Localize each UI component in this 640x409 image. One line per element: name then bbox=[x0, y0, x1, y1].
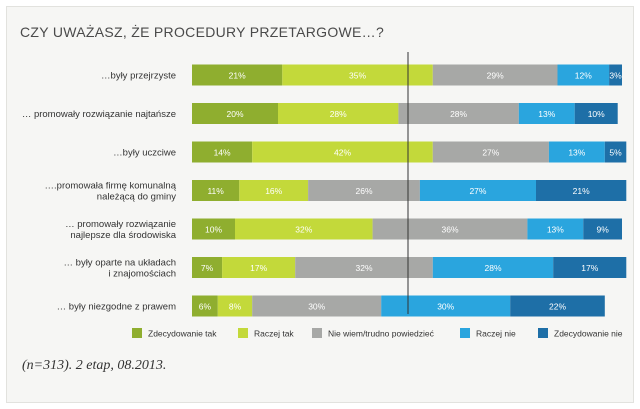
bar-segment bbox=[381, 295, 511, 317]
source-note: (n=313). 2 etap, 08.2013. bbox=[22, 358, 167, 373]
bar-segment bbox=[604, 141, 627, 163]
bar-value-label: 32% bbox=[295, 225, 312, 235]
legend-label: Zdecydowanie tak bbox=[148, 329, 217, 339]
legend-label: Raczej tak bbox=[254, 329, 294, 339]
bar-segment bbox=[239, 180, 309, 201]
category-label: … były niezgodne z prawem bbox=[57, 302, 176, 313]
bar-segment bbox=[518, 103, 575, 124]
category-label: … były oparte na układach bbox=[64, 258, 176, 269]
bar-value-label: 27% bbox=[482, 148, 499, 158]
bar-value-label: 27% bbox=[469, 186, 486, 196]
bar-value-label: 35% bbox=[349, 71, 366, 81]
category-label: ….promowała firmę komunalną bbox=[45, 181, 177, 192]
bar-segment bbox=[583, 218, 622, 240]
bar-value-label: 22% bbox=[549, 302, 566, 312]
bar-segment bbox=[192, 64, 283, 86]
legend: Zdecydowanie tak Raczej tak Nie wiem/trudn… bbox=[132, 328, 623, 339]
bar-value-label: 26% bbox=[355, 186, 372, 196]
bar-segment bbox=[192, 257, 223, 278]
bar-value-label: 16% bbox=[265, 186, 282, 196]
category-label: … promowały rozwiązanie bbox=[65, 219, 176, 230]
bar-value-label: 13% bbox=[547, 225, 564, 235]
bar-segment bbox=[235, 218, 373, 240]
bar-segment bbox=[398, 103, 519, 124]
legend-swatch bbox=[132, 328, 142, 338]
bar-value-label: 20% bbox=[226, 109, 243, 119]
chart-title: CZY UWAŻASZ, ŻE PROCEDURY PRZETARGOWE…? bbox=[20, 24, 385, 40]
legend-swatch bbox=[312, 328, 322, 338]
legend-label: Zdecydowanie nie bbox=[554, 329, 623, 339]
bar-segment bbox=[557, 64, 610, 86]
category-label: … promowały rozwiązanie najtańsze bbox=[22, 109, 176, 120]
bar-segment bbox=[278, 103, 399, 124]
bar-segment bbox=[252, 295, 382, 317]
bar-value-label: 28% bbox=[450, 109, 467, 119]
bar-segment bbox=[432, 64, 558, 86]
bar-value-label: 13% bbox=[568, 148, 585, 158]
bar-value-label: 21% bbox=[573, 186, 590, 196]
bar-value-label: 8% bbox=[229, 302, 242, 312]
bar-segment bbox=[419, 180, 536, 201]
bar-value-label: 12% bbox=[575, 71, 592, 81]
bar-value-label: 7% bbox=[201, 263, 214, 273]
bar-segment bbox=[609, 64, 622, 86]
bar-segment bbox=[432, 257, 554, 278]
bar-value-label: 36% bbox=[441, 225, 458, 235]
bar-segment bbox=[282, 64, 433, 86]
bar-value-label: 30% bbox=[437, 302, 454, 312]
bar-value-label: 17% bbox=[250, 263, 267, 273]
bar-segment bbox=[548, 141, 605, 163]
bar-value-label: 29% bbox=[487, 71, 504, 81]
bar-segment bbox=[192, 295, 218, 317]
bar-value-label: 28% bbox=[484, 263, 501, 273]
bar-segment bbox=[510, 295, 605, 317]
bar-value-label: 10% bbox=[205, 225, 222, 235]
bar-segment bbox=[217, 295, 253, 317]
bar-segment bbox=[536, 180, 627, 201]
bar-segment bbox=[192, 141, 253, 163]
legend-swatch bbox=[538, 328, 548, 338]
bar-segment bbox=[192, 103, 278, 124]
bar-segment bbox=[192, 218, 235, 240]
bar-value-label: 17% bbox=[581, 263, 598, 273]
bar-value-label: 14% bbox=[214, 148, 231, 158]
bar-value-label: 10% bbox=[588, 109, 605, 119]
bar-value-label: 30% bbox=[308, 302, 325, 312]
bar-segment bbox=[295, 257, 433, 278]
bar-segment bbox=[192, 180, 240, 201]
bar-segment bbox=[372, 218, 528, 240]
legend-swatch bbox=[238, 328, 248, 338]
bar-value-label: 28% bbox=[330, 109, 347, 119]
bar-segment bbox=[308, 180, 420, 201]
category-label: …były uczciwe bbox=[113, 148, 176, 159]
bar-value-label: 6% bbox=[199, 302, 212, 312]
bar-segment bbox=[222, 257, 296, 278]
bar-segment bbox=[574, 103, 618, 124]
bar-value-label: 9% bbox=[597, 225, 610, 235]
category-label: najlepsze dla środowiska bbox=[70, 230, 176, 241]
bar-value-label: 3% bbox=[609, 71, 622, 81]
bar-segment bbox=[553, 257, 627, 278]
bar-segment bbox=[527, 218, 584, 240]
bar-value-label: 13% bbox=[538, 109, 555, 119]
bar-value-label: 11% bbox=[207, 186, 224, 196]
bar-segment bbox=[252, 141, 433, 163]
bar-value-label: 5% bbox=[609, 148, 622, 158]
category-label: …były przejrzyste bbox=[101, 71, 176, 82]
bars-group: 21% 35% 29% 12% 3% 20% 28% 28% 13% 10% 14% 42% 27% 13… bbox=[192, 64, 627, 317]
bar-value-label: 21% bbox=[229, 71, 246, 81]
legend-swatch bbox=[460, 328, 470, 338]
category-label: należącą do gminy bbox=[97, 192, 176, 203]
category-labels: …były przejrzyste … promowały rozwiązanie… bbox=[22, 71, 177, 313]
bar-segment bbox=[432, 141, 549, 163]
legend-label: Raczej nie bbox=[476, 329, 516, 339]
bar-value-label: 32% bbox=[355, 263, 372, 273]
legend-label: Nie wiem/trudno powiedzieć bbox=[328, 329, 435, 339]
category-label: i znajomościach bbox=[108, 269, 176, 280]
bar-value-label: 42% bbox=[334, 148, 351, 158]
